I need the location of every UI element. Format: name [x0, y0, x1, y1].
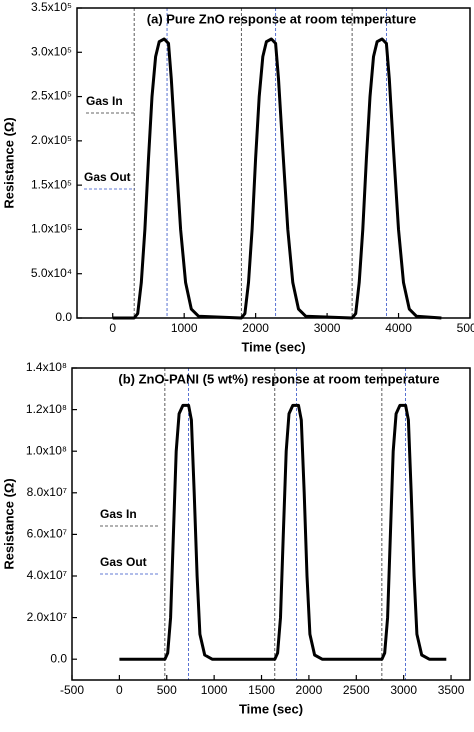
x-axis-title: Time (sec) [241, 339, 305, 354]
legend-label: Gas Out [84, 170, 131, 184]
chart-title: (a) Pure ZnO response at room temperatur… [147, 11, 416, 26]
y-tick-label: 2.0x10⁷ [27, 610, 67, 624]
x-tick-label: 3000 [314, 321, 341, 335]
x-tick-label: 3500 [438, 683, 465, 697]
data-line [112, 37, 442, 320]
chart-title: (b) ZnO-PANI (5 wt%) response at room te… [118, 371, 439, 386]
y-tick-label: 0.0 [50, 651, 67, 665]
plot-frame [71, 367, 471, 681]
chart-panel: Gas In Gas Out 0.0 2.0x10⁷ 4.0x10⁷ 6.0x10⁷ 8.0… [1, 360, 471, 716]
y-tick-label: 2.0x10⁵ [31, 133, 72, 147]
y-tick-label: 3.5x10⁵ [31, 0, 72, 14]
x-tick-label: 2000 [296, 683, 323, 697]
data-line [119, 403, 447, 661]
x-tick-label: -500 [60, 683, 84, 697]
x-tick-label: 4000 [385, 321, 412, 335]
y-tick-label: 5.0x10⁴ [31, 266, 72, 280]
chart-panel: Gas In Gas Out 0.0 5.0x10⁴ 1.0x10⁵ 1.5x10⁵ 2.0… [1, 0, 474, 354]
x-tick-label: 1500 [248, 683, 275, 697]
y-axis-title: Resistance (Ω) [1, 478, 16, 569]
x-tick-label: 0 [109, 321, 116, 335]
x-axis-title: Time (sec) [239, 701, 303, 716]
x-tick-label: 0 [116, 683, 123, 697]
x-tick-label: 1000 [171, 321, 198, 335]
legend-label: Gas Out [100, 555, 147, 569]
y-tick-label: 1.0x10⁵ [31, 222, 72, 236]
y-tick-label: 3.0x10⁵ [31, 44, 72, 58]
x-tick-label: 2500 [343, 683, 370, 697]
y-tick-label: 1.0x10⁸ [26, 443, 67, 457]
y-tick-label: 0.0 [55, 310, 72, 324]
x-tick-label: 2000 [242, 321, 269, 335]
legend-label: Gas In [86, 94, 123, 108]
y-tick-label: 1.5x10⁵ [31, 177, 72, 191]
x-tick-label: 500 [157, 683, 177, 697]
y-tick-label: 1.4x10⁸ [26, 360, 67, 374]
x-tick-label: 3000 [390, 683, 417, 697]
y-tick-label: 6.0x10⁷ [27, 527, 67, 541]
legend-label: Gas In [100, 507, 137, 521]
y-tick-label: 2.5x10⁵ [31, 89, 72, 103]
y-tick-label: 4.0x10⁷ [27, 568, 67, 582]
plot-frame [76, 7, 471, 319]
y-axis-title: Resistance (Ω) [1, 117, 16, 208]
y-tick-label: 1.2x10⁸ [26, 402, 67, 416]
y-tick-label: 8.0x10⁷ [27, 485, 67, 499]
x-tick-label: 1000 [201, 683, 228, 697]
